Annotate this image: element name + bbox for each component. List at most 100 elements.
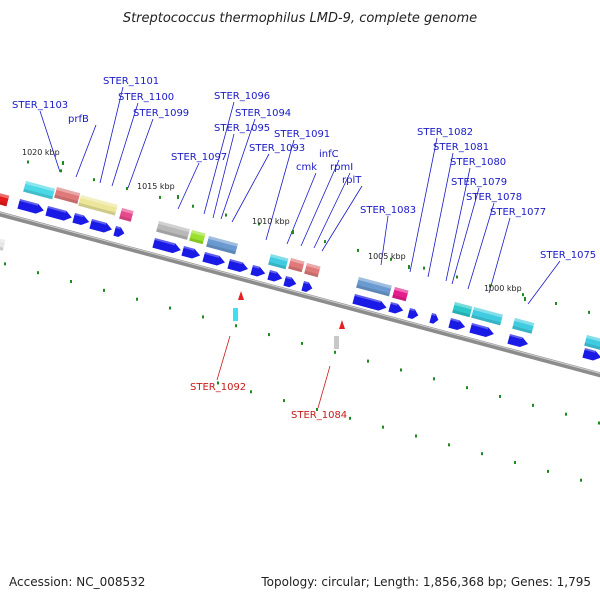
leader-line (321, 185, 363, 252)
cds-arrow (45, 206, 72, 221)
feature-label: STER_1080 (450, 157, 506, 168)
cog-block (392, 287, 409, 302)
tick-label: 1015 kbp (137, 182, 175, 191)
cog-block (189, 229, 206, 245)
cds-arrow (469, 323, 494, 338)
tick-mark (415, 434, 417, 438)
tick-label: 1020 kbp (22, 148, 60, 157)
cds-arrow (407, 307, 419, 319)
feature-label: rpmI (330, 162, 353, 173)
leader-line (445, 167, 471, 282)
leader-line (220, 118, 256, 220)
feature-label: STER_1075 (540, 250, 596, 261)
tick-mark (382, 425, 384, 429)
tick-mark (217, 381, 219, 385)
cog-block (288, 258, 305, 273)
leader-line (380, 215, 389, 266)
cds-arrow (72, 213, 90, 225)
feature-label: STER_1099 (133, 108, 189, 119)
feature-label: cmk (296, 162, 317, 173)
cds-arrow (250, 265, 266, 277)
major-tick-mark (292, 230, 294, 234)
cog-block (206, 236, 238, 255)
tick-mark (400, 368, 402, 372)
cog-block (23, 180, 55, 200)
feature-label: STER_1091 (274, 129, 330, 140)
leader-line (451, 187, 480, 285)
cds-arrow (89, 218, 112, 233)
tick-mark (349, 416, 351, 420)
tick-mark (103, 288, 105, 292)
leader-line (111, 102, 139, 187)
leader-line (177, 162, 200, 210)
cds-arrow (113, 226, 125, 237)
leader-line (231, 153, 270, 223)
tick-mark (555, 302, 557, 306)
tick-mark (514, 461, 516, 465)
feature-label: STER_1095 (214, 123, 270, 134)
tick-mark (37, 271, 39, 275)
backbone-line (0, 211, 600, 378)
cog-block (471, 306, 503, 326)
reverse-block (233, 308, 238, 321)
tick-mark (126, 187, 128, 191)
tick-mark (192, 204, 194, 208)
cds-arrow (202, 252, 225, 266)
cog-block-layer (0, 180, 600, 351)
leader-line (488, 217, 511, 294)
leader-lines (39, 86, 561, 409)
accession-text: Accession: NC_008532 (9, 575, 146, 589)
leader-line (427, 152, 454, 278)
cog-block (54, 187, 81, 204)
tick-mark (93, 178, 95, 182)
leader-line (409, 137, 438, 273)
tick-layer: 1020 kbp 1015 kbp 1010 kbp 1005 kbp 1000 kbp (4, 148, 600, 482)
tick-mark (258, 222, 260, 226)
feature-label: STER_1081 (433, 142, 489, 153)
map-title: Streptococcus thermophilus LMD-9, comple… (123, 11, 477, 26)
cog-block (0, 237, 6, 251)
cog-block (304, 263, 321, 278)
cog-block (119, 208, 134, 222)
leader-line (203, 101, 235, 215)
cog-block (452, 302, 473, 318)
tick-mark (580, 478, 582, 482)
leader-line (39, 110, 61, 173)
cog-block (78, 195, 118, 216)
tick-mark (136, 297, 138, 301)
cds-arrow (267, 270, 283, 282)
tick-mark (433, 377, 435, 381)
tick-mark (159, 195, 161, 199)
leader-line (527, 260, 561, 305)
feature-label: prfB (68, 114, 89, 125)
reverse-feature-label: STER_1092 (190, 382, 246, 393)
tick-mark (235, 324, 237, 328)
cds-arrow-layer (17, 199, 600, 361)
tick-mark (456, 275, 458, 279)
leader-line (265, 139, 295, 241)
tick-mark (481, 452, 483, 456)
major-tick-mark (524, 297, 526, 301)
tick-mark (423, 266, 425, 270)
cog-block (268, 254, 289, 270)
major-tick-mark (408, 265, 410, 269)
backbone-layer (0, 211, 600, 378)
tick-mark (598, 421, 600, 425)
leader-line (212, 133, 235, 219)
leader-line (300, 159, 340, 247)
reverse-marker (238, 291, 244, 300)
cds-arrow (301, 281, 313, 292)
leader-line (313, 172, 351, 249)
tick-mark (565, 412, 567, 416)
backbone-highlight (0, 211, 600, 374)
tick-mark (283, 399, 285, 403)
tick-mark (268, 333, 270, 337)
feature-label: STER_1079 (451, 177, 507, 188)
tick-mark (202, 315, 204, 319)
feature-label: rplT (342, 175, 362, 186)
tick-mark (316, 407, 318, 411)
tick-mark (169, 306, 171, 310)
cds-arrow (152, 238, 181, 254)
